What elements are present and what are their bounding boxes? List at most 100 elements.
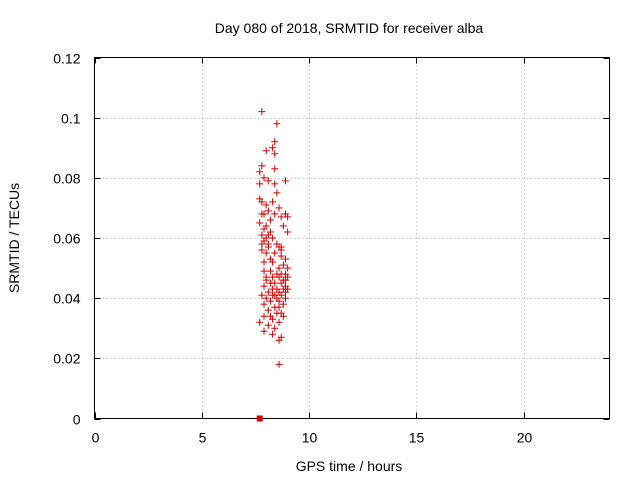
data-point [256,318,264,326]
data-point [258,162,266,170]
data-points [256,108,292,422]
plot-frame [94,57,610,419]
data-point [271,249,279,257]
data-point [281,288,289,296]
x-tick-label: 10 [302,430,318,446]
axis-ticks [94,57,610,420]
x-tick-label: 0 [92,430,100,446]
data-point [281,177,289,185]
data-point [281,294,289,302]
data-point [264,288,272,296]
x-tick-label: 15 [409,430,425,446]
x-tick-label: 5 [199,430,207,446]
data-point [260,174,268,182]
data-point [262,273,270,281]
data-point [275,297,283,305]
data-point [264,207,272,215]
y-tick-label: 0.04 [53,291,80,307]
data-point [262,249,270,257]
chart-title: Day 080 of 2018, SRMTID for receiver alb… [215,20,484,36]
data-point [269,234,277,242]
data-point [275,204,283,212]
y-tick-label: 0.1 [61,111,81,127]
data-point [260,210,268,218]
data-point [275,318,283,326]
data-point [258,246,266,254]
data-point [260,225,268,233]
y-tick-labels: 0 0.02 0.04 0.06 0.08 0.1 0.12 [53,51,80,428]
data-point [258,231,266,239]
data-point [277,246,285,254]
zero-marker-point [256,415,263,422]
data-point [269,258,277,266]
data-point [273,120,281,128]
data-point [262,294,270,302]
data-point [277,252,285,260]
data-point [275,273,283,281]
data-point [266,297,274,305]
x-tick-labels: 0 5 10 15 20 [92,430,533,446]
data-point [260,258,268,266]
data-point [260,267,268,275]
data-point [266,216,274,224]
y-axis-label: SRMTID / TECUs [6,183,22,293]
data-point [279,261,287,269]
data-point [271,210,279,218]
data-point [256,180,264,188]
data-point [258,240,266,248]
data-point [269,198,277,206]
data-point [284,228,292,236]
data-point [260,282,268,290]
data-point [269,285,277,293]
data-point [256,168,264,176]
data-point [258,291,266,299]
data-point [269,273,277,281]
data-point [264,240,272,248]
data-point [271,279,279,287]
data-point [275,336,283,344]
data-point [271,324,279,332]
data-point [269,330,277,338]
data-point [260,300,268,308]
data-point [264,177,272,185]
data-point [275,360,283,368]
data-point [269,144,277,152]
data-point [275,264,283,272]
y-tick-label: 0.12 [53,51,80,67]
data-point [271,138,279,146]
data-point [266,267,274,275]
data-point [279,222,287,230]
data-point [271,291,279,299]
data-point [284,264,292,272]
data-point [277,279,285,287]
data-point [271,165,279,173]
data-point [262,201,270,209]
data-point [256,219,264,227]
data-point [271,180,279,188]
y-tick-label: 0.02 [53,351,80,367]
data-point [260,312,268,320]
data-point [260,327,268,335]
data-point [281,255,289,263]
x-tick-label: 20 [517,430,533,446]
data-point [275,303,283,311]
y-tick-label: 0 [73,412,81,428]
data-point [271,150,279,158]
data-point [258,108,266,116]
data-point [264,321,272,329]
y-tick-label: 0.06 [53,231,80,247]
data-point [284,213,292,221]
data-point [264,306,272,314]
data-point [277,291,285,299]
data-point [277,213,285,221]
grid-lines [94,57,610,419]
data-point [279,300,287,308]
data-point [281,276,289,284]
data-point [258,198,266,206]
y-tick-label: 0.08 [53,171,80,187]
x-axis-label: GPS time / hours [296,458,403,474]
data-point [279,312,287,320]
data-point [273,189,281,197]
data-point [269,315,277,323]
